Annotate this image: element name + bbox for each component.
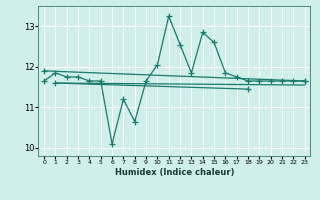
X-axis label: Humidex (Indice chaleur): Humidex (Indice chaleur) (115, 168, 234, 177)
